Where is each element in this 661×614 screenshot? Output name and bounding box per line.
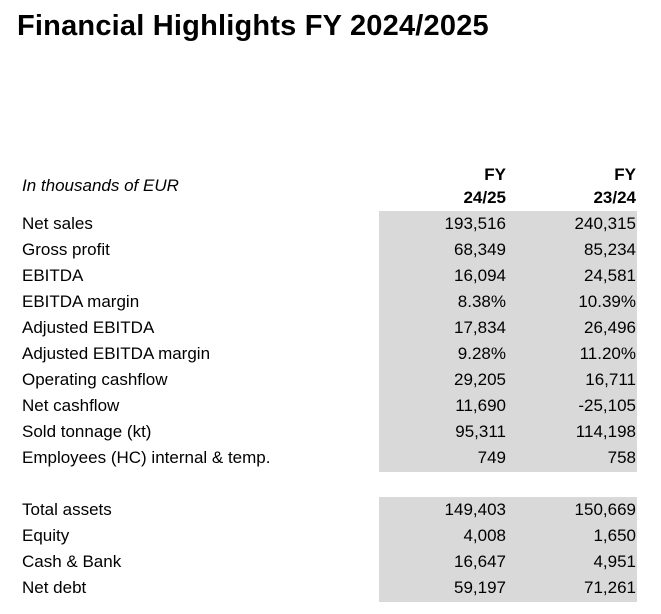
value-fy2425: 17,834 (454, 318, 506, 337)
value-fy2425: 68,349 (454, 240, 506, 259)
row-label: Operating cashflow (22, 370, 168, 389)
value-fy2425: 16,647 (454, 552, 506, 571)
row-label: Employees (HC) internal & temp. (22, 448, 271, 467)
value-fy2324: 4,951 (593, 552, 636, 571)
column-header-line1: FY (614, 165, 636, 184)
table-row: Cash & Bank 16,647 4,951 (0, 549, 661, 575)
column-header-line2: 23/24 (593, 188, 636, 207)
table-row: Total assets 149,403 150,669 (0, 497, 661, 523)
values-shading-band (379, 497, 637, 602)
row-label: Net sales (22, 214, 93, 233)
table-row: Sold tonnage (kt) 95,311 114,198 (0, 419, 661, 445)
table-row: Net sales 193,516 240,315 (0, 211, 661, 237)
column-header-line2: 24/25 (463, 188, 506, 207)
units-label: In thousands of EUR (22, 176, 179, 195)
value-fy2324: 24,581 (584, 266, 636, 285)
balance-table-group: Total assets 149,403 150,669 Equity 4,00… (0, 497, 661, 601)
row-label: Gross profit (22, 240, 110, 259)
row-label: Net cashflow (22, 396, 120, 415)
column-header-line1: FY (484, 165, 506, 184)
value-fy2425: 4,008 (463, 526, 506, 545)
row-label: Equity (22, 526, 70, 545)
value-fy2324: 11.20% (579, 344, 636, 363)
table-row: Equity 4,008 1,650 (0, 523, 661, 549)
row-label: Net debt (22, 578, 87, 597)
value-fy2324: 758 (607, 448, 636, 467)
value-fy2324: 85,234 (584, 240, 636, 259)
value-fy2324: 10.39% (578, 292, 636, 311)
value-fy2425: 29,205 (454, 370, 506, 389)
table-row: Net debt 59,197 71,261 (0, 575, 661, 601)
value-fy2425: 11,690 (455, 396, 506, 415)
value-fy2425: 9.28% (457, 344, 506, 363)
row-label: Cash & Bank (22, 552, 122, 571)
row-label: Sold tonnage (kt) (22, 422, 152, 441)
row-label: Adjusted EBITDA margin (22, 344, 211, 363)
values-shading-band (379, 211, 637, 472)
table-row: Employees (HC) internal & temp. 749 758 (0, 445, 661, 471)
value-fy2425: 749 (477, 448, 506, 467)
value-fy2324: 150,669 (574, 500, 636, 519)
column-header-fy2324: FY 23/24 (526, 163, 636, 209)
value-fy2324: -25,105 (578, 396, 636, 415)
column-header-fy2425: FY 24/25 (396, 163, 506, 209)
table-row: Adjusted EBITDA 17,834 26,496 (0, 315, 661, 341)
value-fy2324: 114,198 (575, 422, 636, 441)
row-label: Adjusted EBITDA (22, 318, 155, 337)
value-fy2324: 71,261 (584, 578, 636, 597)
highlights-table-group: Net sales 193,516 240,315 Gross profit 6… (0, 211, 661, 471)
value-fy2324: 240,315 (574, 214, 636, 233)
row-label: Total assets (22, 500, 112, 519)
table-row: EBITDA 16,094 24,581 (0, 263, 661, 289)
value-fy2324: 1,650 (593, 526, 636, 545)
table-row: Gross profit 68,349 85,234 (0, 237, 661, 263)
value-fy2425: 149,403 (444, 500, 506, 519)
value-fy2425: 95,311 (455, 422, 506, 441)
table-row: Operating cashflow 29,205 16,711 (0, 367, 661, 393)
value-fy2425: 193,516 (444, 214, 506, 233)
value-fy2425: 8.38% (457, 292, 506, 311)
value-fy2425: 16,094 (454, 266, 506, 285)
value-fy2324: 26,496 (584, 318, 636, 337)
table-row: Adjusted EBITDA margin 9.28% 11.20% (0, 341, 661, 367)
table-row: EBITDA margin 8.38% 10.39% (0, 289, 661, 315)
page-title: Financial Highlights FY 2024/2025 (17, 10, 489, 42)
row-label: EBITDA (22, 266, 84, 285)
table-row: Net cashflow 11,690 -25,105 (0, 393, 661, 419)
value-fy2324: 16,711 (585, 370, 636, 389)
row-label: EBITDA margin (22, 292, 140, 311)
value-fy2425: 59,197 (454, 578, 506, 597)
